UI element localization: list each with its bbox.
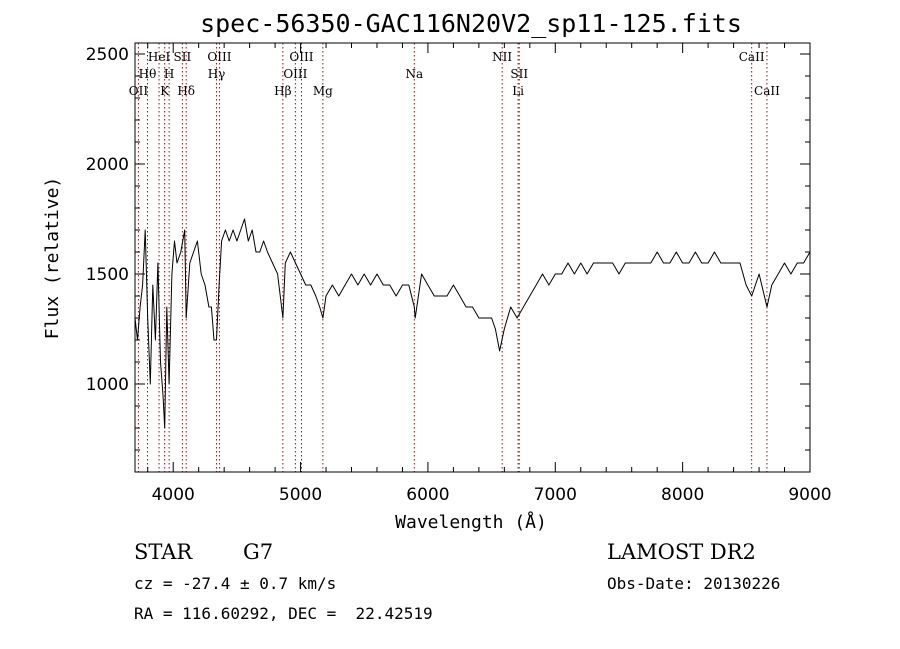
spectral-line-label: Hβ <box>274 84 291 98</box>
spectral-line-label: Na <box>405 67 423 81</box>
spectral-line-label: OIII <box>207 50 231 64</box>
y-axis-label: Flux (relative) <box>42 177 63 340</box>
spectral-line-label: CaII <box>754 84 780 98</box>
spectral-line-label: Hδ <box>177 84 195 98</box>
survey-name: LAMOST DR2 <box>607 540 756 564</box>
spectral-line-label: OII <box>129 84 149 98</box>
x-axis-label: Wavelength (Å) <box>395 511 547 533</box>
spectral-line-label: Hθ <box>139 67 157 81</box>
line-marker-layer <box>137 43 768 472</box>
spectral-line-label: Li <box>512 84 524 98</box>
plot-frame <box>134 42 811 473</box>
chart-title: spec-56350-GAC116N20V2_sp11-125.fits <box>200 9 742 38</box>
object-subclass: G7 <box>243 540 274 564</box>
spectral-line-label: Mg <box>313 84 333 98</box>
spectral-line-label: SII <box>510 67 528 81</box>
y-tick-label: 1000 <box>86 375 129 395</box>
spectral-line-label: OIII <box>289 50 313 64</box>
ra-dec: RA = 116.60292, DEC = 22.42519 <box>134 604 433 623</box>
tick-layer: 4000 5000 6000 7000 8000 9000 1000 1500 2000 2500 <box>86 43 832 505</box>
x-tick-label: 4000 <box>152 485 195 505</box>
y-tick-label: 2000 <box>86 155 129 175</box>
x-tick-label: 6000 <box>406 485 449 505</box>
observation-date: Obs-Date: 20130226 <box>607 574 781 593</box>
series-layer <box>134 218 811 429</box>
spectral-line-label: H <box>164 67 174 81</box>
object-class: STAR <box>134 540 193 564</box>
spectral-line-label: NII <box>492 50 512 64</box>
x-tick-label: 7000 <box>534 485 577 505</box>
spectral-line-label: OIII <box>283 67 307 81</box>
y-tick-label: 1500 <box>86 265 129 285</box>
spectral-line-label: K <box>160 84 170 98</box>
x-tick-label: 9000 <box>788 485 831 505</box>
line-label-layer: OIIHθHeIKHSIIHδHγOIIIHβOIIIOIIIMgNaNIISI… <box>129 50 780 98</box>
spectral-line-label: HeI <box>148 50 171 64</box>
redshift-velocity: cz = -27.4 ± 0.7 km/s <box>134 574 337 593</box>
spectral-line-label: SII <box>174 50 192 64</box>
x-tick-label: 5000 <box>279 485 322 505</box>
spectrum-line <box>134 218 811 429</box>
spectral-line-label: CaII <box>739 50 765 64</box>
spectral-line-label: Hγ <box>208 67 226 81</box>
y-tick-label: 2500 <box>86 45 129 65</box>
x-tick-label: 8000 <box>661 485 704 505</box>
